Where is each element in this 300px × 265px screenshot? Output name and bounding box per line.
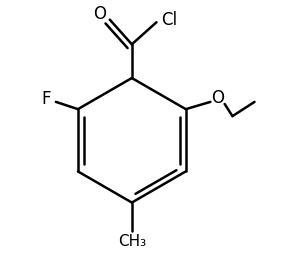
Text: CH₃: CH₃ (118, 235, 146, 249)
Text: F: F (41, 90, 51, 108)
Text: O: O (93, 6, 106, 24)
Text: Cl: Cl (161, 11, 177, 29)
Text: O: O (211, 89, 224, 107)
